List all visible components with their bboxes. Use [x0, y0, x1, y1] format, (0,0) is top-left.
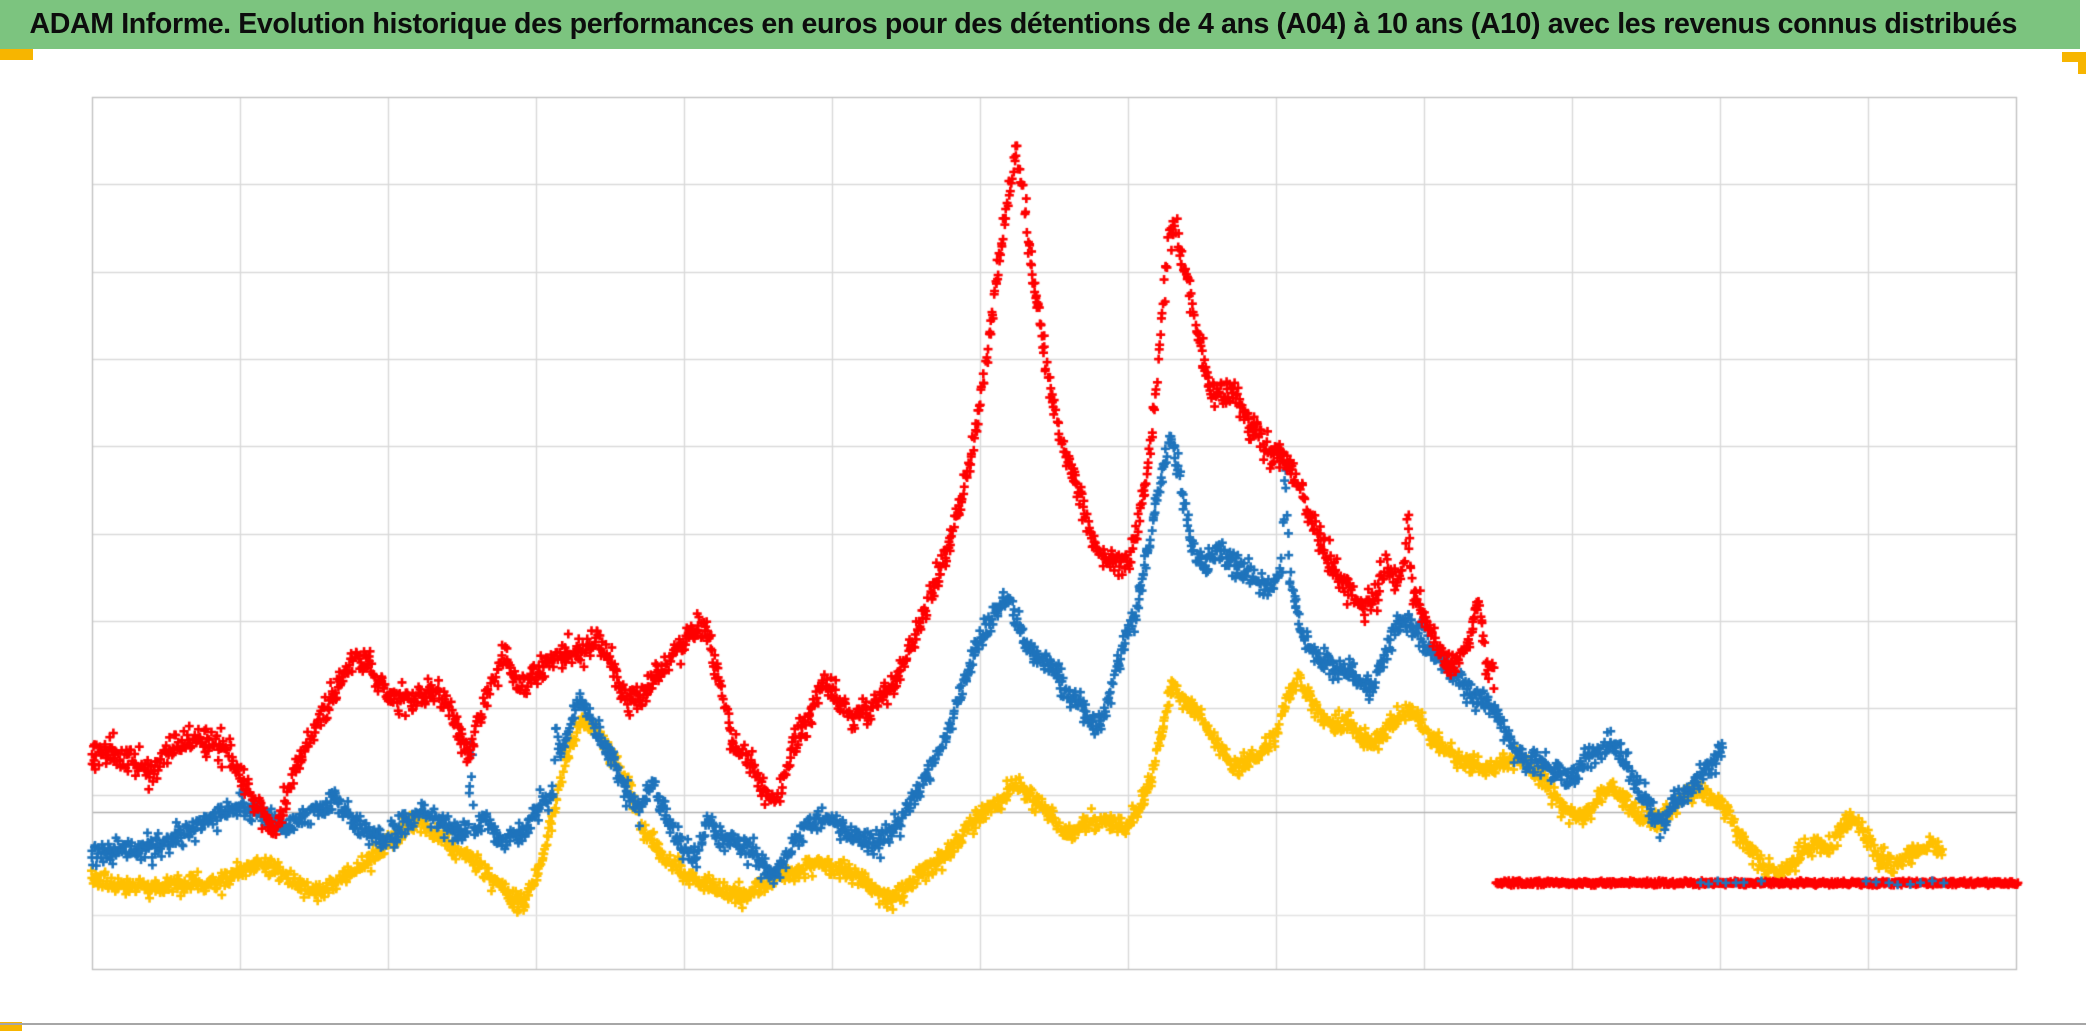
corner-accent-top-left	[0, 49, 33, 60]
title-bar: ADAM Informe. Evolution historique des p…	[0, 0, 2080, 49]
corner-accent-bottom-left	[0, 1022, 22, 1031]
corner-accent-top-right-vertical	[2078, 52, 2086, 74]
chart-title: ADAM Informe. Evolution historique des p…	[29, 8, 2018, 40]
corner-accent-top-right	[2062, 52, 2086, 62]
page-bottom-border	[0, 1023, 2086, 1025]
